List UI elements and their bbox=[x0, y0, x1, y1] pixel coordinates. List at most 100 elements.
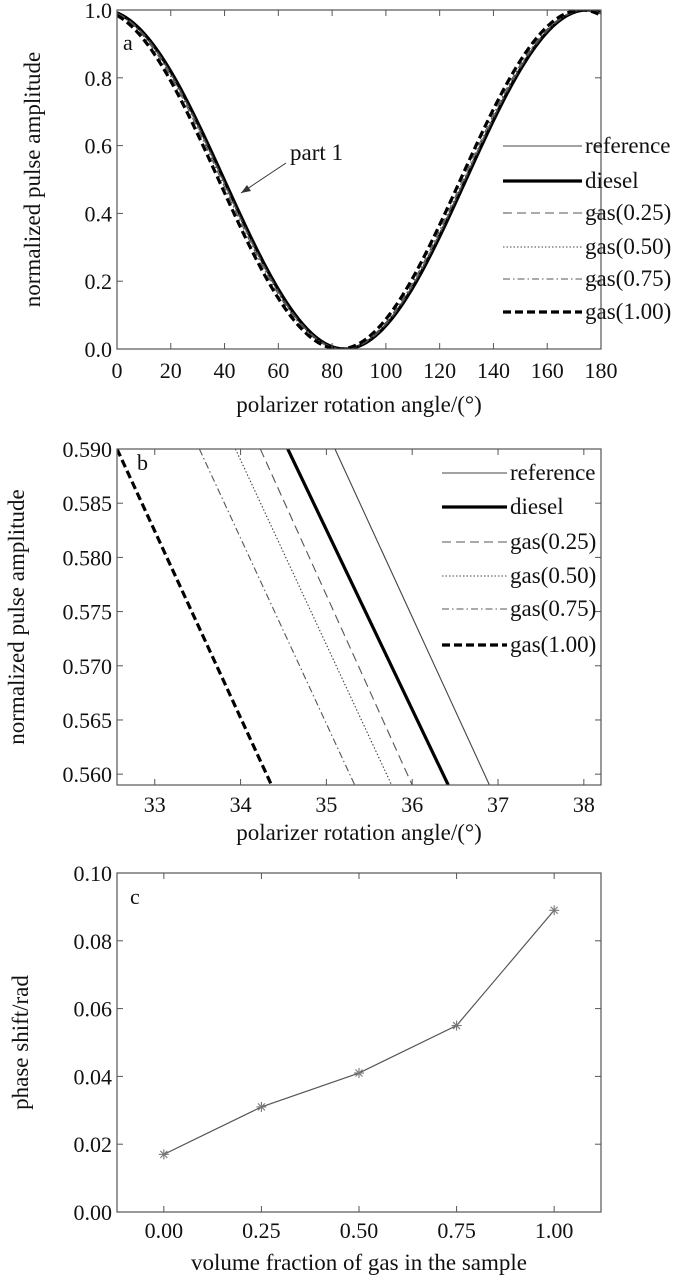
x-tick-label: 140 bbox=[477, 358, 510, 383]
x-tick-label: 160 bbox=[531, 358, 564, 383]
marker-stroke bbox=[452, 1021, 461, 1030]
x-tick-label: 80 bbox=[321, 358, 343, 383]
y-tick-label: 0.04 bbox=[74, 1064, 113, 1089]
x-axis-label: polarizer rotation angle/(°) bbox=[236, 820, 481, 845]
data-point-marker bbox=[256, 1101, 267, 1112]
marker-stroke bbox=[159, 1150, 168, 1159]
x-tick-label: 36 bbox=[401, 792, 423, 817]
x-tick-label: 0 bbox=[112, 358, 123, 383]
legend-label: gas(0.75) bbox=[510, 596, 596, 621]
x-tick-label: 34 bbox=[230, 792, 252, 817]
legend-label: reference bbox=[510, 460, 596, 485]
x-axis-label: volume fraction of gas in the sample bbox=[191, 1250, 527, 1275]
x-tick-label: 35 bbox=[315, 792, 337, 817]
legend-item: diesel bbox=[503, 168, 639, 193]
series-group bbox=[117, 10, 601, 349]
series-line-gas075 bbox=[117, 10, 601, 349]
y-axis-label: phase shift/rad bbox=[8, 975, 33, 1110]
legend-label: gas(0.25) bbox=[510, 529, 596, 554]
legend-label: gas(0.75) bbox=[585, 266, 671, 291]
annotation-part-1: part 1 bbox=[240, 140, 343, 194]
axes-frame bbox=[116, 9, 602, 350]
series-line-gas025 bbox=[259, 449, 413, 785]
y-tick-label: 0.590 bbox=[63, 437, 113, 462]
x-tick-label: 120 bbox=[423, 358, 456, 383]
x-tick-label: 33 bbox=[144, 792, 166, 817]
x-tick-label: 0.25 bbox=[242, 1218, 281, 1243]
legend-item: gas(1.00) bbox=[503, 299, 671, 324]
y-tick-label: 0.570 bbox=[63, 654, 113, 679]
legend-label: gas(1.00) bbox=[585, 299, 671, 324]
y-tick-label: 0.585 bbox=[63, 491, 113, 516]
panel-a: 0 20 40 60 80 100 120 140 160 180 0.0 0.2 0.4 0.6 0.8 1… bbox=[20, 0, 671, 417]
legend-item: gas(0.75) bbox=[442, 596, 596, 621]
x-tick-label: 100 bbox=[369, 358, 402, 383]
legend-item: gas(0.75) bbox=[503, 266, 671, 291]
axes-frame bbox=[116, 872, 602, 1213]
legend-label: gas(1.00) bbox=[510, 632, 596, 657]
y-tick-label: 0.575 bbox=[63, 600, 113, 625]
y-tick-label: 0.08 bbox=[74, 929, 113, 954]
x-tick-label: 40 bbox=[214, 358, 236, 383]
series-line-reference bbox=[334, 449, 490, 785]
legend-item: gas(0.25) bbox=[503, 200, 671, 225]
data-point-marker bbox=[354, 1068, 364, 1079]
x-tick-label: 60 bbox=[267, 358, 289, 383]
y-tick-label: 0.6 bbox=[85, 134, 113, 159]
y-tick-label: 1.0 bbox=[85, 0, 113, 23]
legend-label: diesel bbox=[510, 494, 564, 519]
legend-item: gas(0.25) bbox=[442, 529, 596, 554]
data-point-marker bbox=[158, 1149, 169, 1160]
marker-stroke bbox=[257, 1103, 266, 1111]
data-point-marker bbox=[549, 905, 560, 916]
series-line-gas075 bbox=[198, 449, 356, 785]
x-tick-label: 180 bbox=[585, 358, 618, 383]
y-tick-label: 0.8 bbox=[85, 66, 113, 91]
panel-label: c bbox=[130, 884, 140, 909]
y-tick-label: 0.02 bbox=[74, 1132, 113, 1157]
series-group bbox=[117, 449, 490, 785]
series-line bbox=[163, 909, 555, 1155]
panel-label: a bbox=[123, 30, 133, 55]
legend-item: reference bbox=[503, 133, 671, 158]
panel-c: 0.00 0.25 0.50 0.75 1.00 0.00 0.02 0.04 0.06 0.08… bbox=[8, 861, 602, 1275]
marker-stroke bbox=[550, 906, 559, 915]
annotation-arrow-head bbox=[241, 185, 251, 193]
y-tick-label: 0.580 bbox=[63, 545, 113, 570]
x-tick-label: 0.50 bbox=[340, 1218, 379, 1243]
legend-label: gas(0.50) bbox=[585, 234, 671, 259]
axes-frame bbox=[116, 448, 602, 786]
legend-label: reference bbox=[585, 133, 671, 158]
y-tick-label: 0.565 bbox=[63, 708, 113, 733]
series-line-gas100 bbox=[117, 449, 273, 785]
x-tick-label: 1.00 bbox=[535, 1218, 574, 1243]
legend-label: diesel bbox=[585, 168, 639, 193]
legend-item: reference bbox=[442, 460, 596, 485]
legend-item: gas(1.00) bbox=[442, 632, 596, 657]
panel-label: b bbox=[137, 450, 148, 475]
legend-label: gas(0.25) bbox=[585, 200, 671, 225]
y-tick-label: 0.06 bbox=[74, 997, 113, 1022]
panel-b: 33 34 35 36 37 38 0.560 0.565 0.570 0.575 0.580 0.5… bbox=[4, 437, 602, 845]
x-tick-label: 37 bbox=[487, 792, 509, 817]
y-axis-label: normalized pulse amplitude bbox=[4, 489, 29, 744]
y-tick-label: 0.560 bbox=[63, 762, 113, 787]
x-axis-label: polarizer rotation angle/(°) bbox=[236, 392, 481, 417]
series-line-diesel bbox=[286, 449, 450, 785]
series-group bbox=[163, 909, 555, 1155]
y-tick-label: 0.0 bbox=[85, 337, 113, 362]
series-line-gas025 bbox=[117, 10, 601, 349]
series-line-diesel bbox=[117, 10, 601, 349]
marker-stroke bbox=[355, 1069, 363, 1077]
annotation-label: part 1 bbox=[290, 140, 343, 165]
x-tick-label: 20 bbox=[160, 358, 182, 383]
legend-item: diesel bbox=[442, 494, 564, 519]
x-tick-label: 0.75 bbox=[437, 1218, 476, 1243]
y-axis-label: normalized pulse amplitude bbox=[20, 52, 45, 307]
legend-item: gas(0.50) bbox=[442, 563, 596, 588]
y-tick-label: 0.4 bbox=[85, 201, 113, 226]
series-line-gas100 bbox=[117, 10, 601, 349]
legend-label: gas(0.50) bbox=[510, 563, 596, 588]
y-tick-label: 0.10 bbox=[74, 861, 113, 886]
